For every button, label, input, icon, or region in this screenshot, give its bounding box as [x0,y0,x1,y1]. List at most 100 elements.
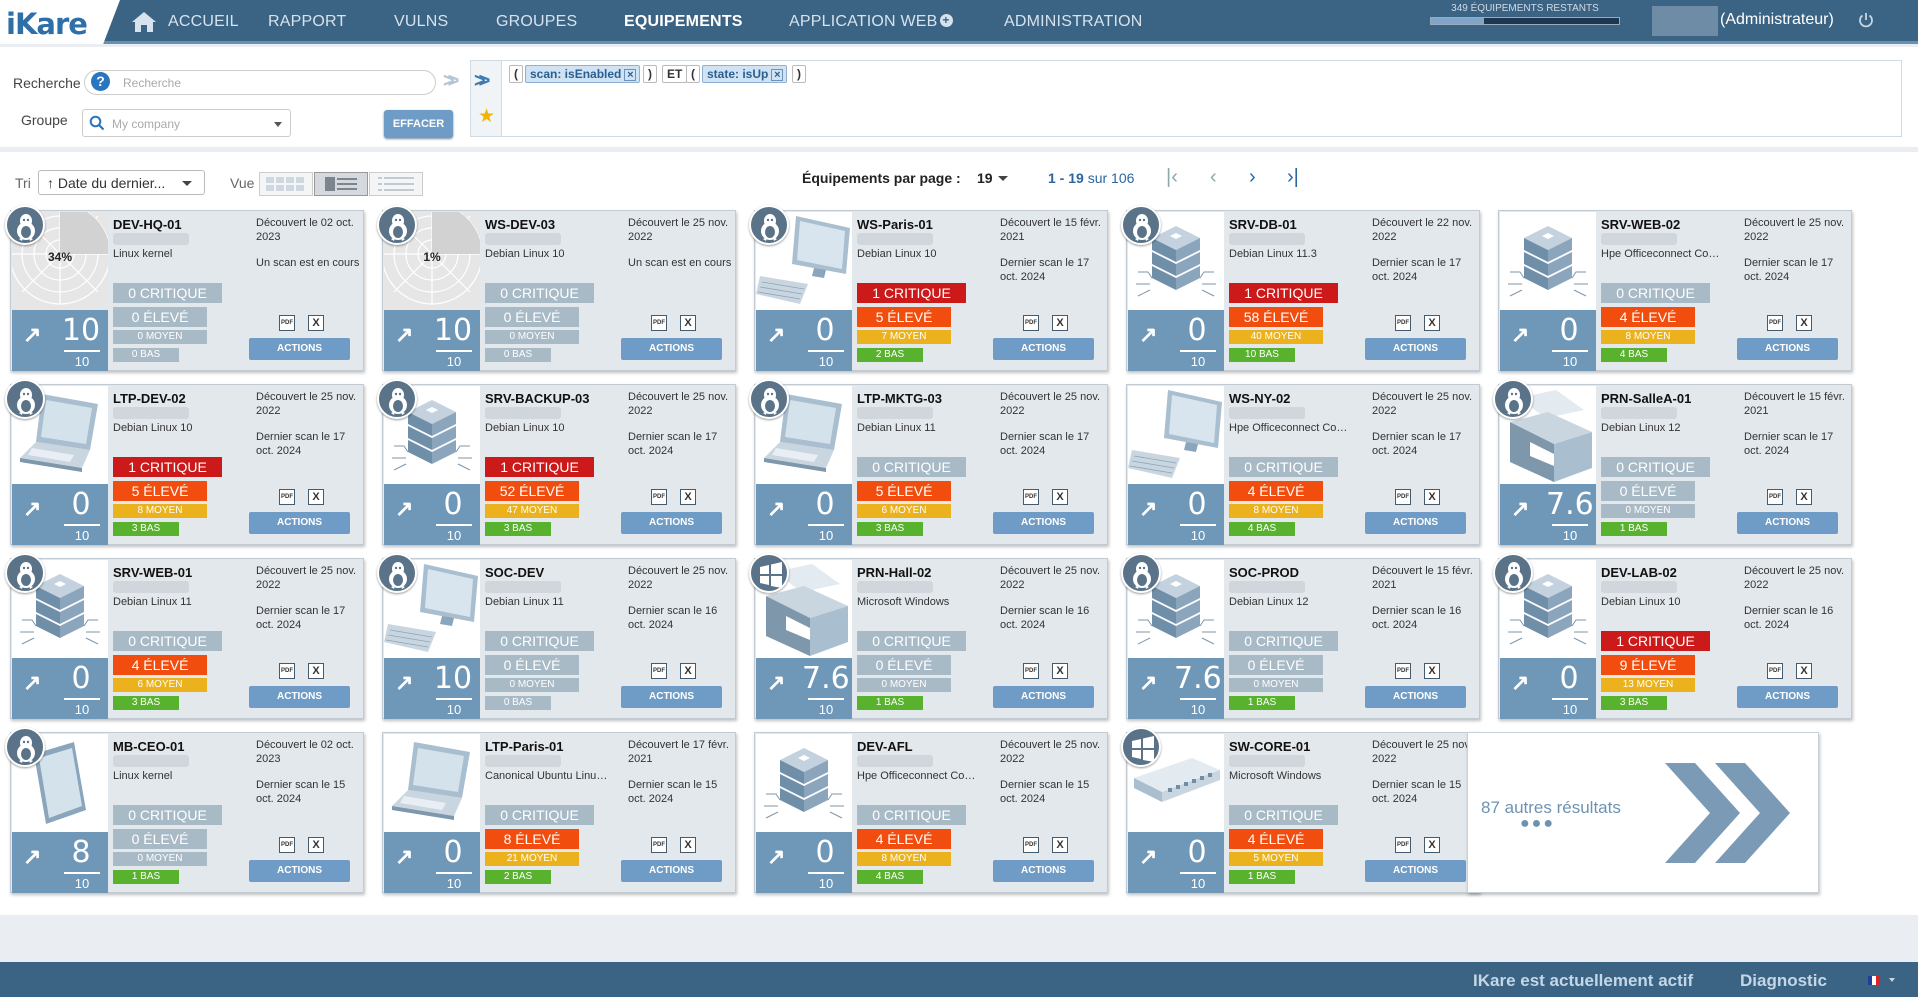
pdf-export-icon[interactable]: PDF [1395,663,1411,679]
medium-count-badge[interactable]: 40 MOYEN [1229,330,1323,344]
pdf-export-icon[interactable]: PDF [1023,489,1039,505]
high-count-badge[interactable]: 4 ÉLEVÉ [1229,481,1323,501]
high-count-badge[interactable]: 5 ÉLEVÉ [113,481,207,501]
low-count-badge[interactable]: 2 BAS [857,348,923,362]
query-chip-scan[interactable]: scan: isEnabled × [525,65,641,83]
equipment-card[interactable]: ↗ 0 10 SRV-WEB-02 Hpe Officeconnect Com.… [1498,210,1852,371]
actions-button[interactable]: ACTIONS [1365,686,1466,708]
actions-button[interactable]: ACTIONS [1737,512,1838,534]
excel-export-icon[interactable]: X [308,315,324,331]
excel-export-icon[interactable]: X [1052,837,1068,853]
excel-export-icon[interactable]: X [1796,315,1812,331]
pdf-export-icon[interactable]: PDF [279,837,295,853]
equipment-card[interactable]: 1% ↗ 10 10 WS-DEV-03 Debian Linux 10 Déc… [377,205,736,371]
equipment-card[interactable]: ↗ 7.6 10 PRN-Hall-02 Microsoft Windows D… [749,553,1108,719]
device-name[interactable]: SRV-WEB-01 [113,565,193,580]
medium-count-badge[interactable]: 8 MOYEN [1229,504,1323,518]
double-chevron-right-icon[interactable]: >> [443,70,460,92]
equipment-card[interactable]: ↗ 7.6 10 SOC-PROD Debian Linux 12 Découv… [1121,553,1480,719]
pdf-export-icon[interactable]: PDF [1395,315,1411,331]
high-count-badge[interactable]: 5 ÉLEVÉ [857,307,951,327]
low-count-badge[interactable]: 0 BAS [485,696,551,710]
search-input[interactable] [84,70,436,95]
critical-count-badge[interactable]: 1 CRITIQUE [113,457,222,477]
pdf-export-icon[interactable]: PDF [651,663,667,679]
high-count-badge[interactable]: 0 ÉLEVÉ [113,829,207,849]
nav-groupes[interactable]: GROUPES [496,13,578,30]
equipment-card[interactable]: ↗ 0 10 SRV-BACKUP-03 Debian Linux 10 Déc… [377,379,736,545]
query-chip-state[interactable]: state: isUp × [702,65,788,83]
equipment-card[interactable]: ↗ 7.6 10 PRN-SalleA-01 Debian Linux 12 D… [1493,379,1852,545]
excel-export-icon[interactable]: X [308,837,324,853]
power-icon[interactable] [1858,12,1874,28]
device-name[interactable]: DEV-LAB-02 [1601,565,1677,580]
medium-count-badge[interactable]: 0 MOYEN [485,330,579,344]
actions-button[interactable]: ACTIONS [249,512,350,534]
actions-button[interactable]: ACTIONS [249,686,350,708]
pdf-export-icon[interactable]: PDF [651,837,667,853]
medium-count-badge[interactable]: 21 MOYEN [485,852,579,866]
excel-export-icon[interactable]: X [1052,315,1068,331]
device-name[interactable]: SRV-BACKUP-03 [485,391,590,406]
low-count-badge[interactable]: 1 BAS [1229,696,1295,710]
actions-button[interactable]: ACTIONS [993,338,1094,360]
critical-count-badge[interactable]: 0 CRITIQUE [1229,805,1338,825]
help-icon[interactable]: ? [91,72,110,91]
actions-button[interactable]: ACTIONS [993,860,1094,882]
score-box[interactable]: ↗ 7.6 10 [1500,484,1596,545]
equipment-card[interactable]: ↗ 0 10 LTP-DEV-02 Debian Linux 10 Découv… [5,379,364,545]
pdf-export-icon[interactable]: PDF [1395,489,1411,505]
low-count-badge[interactable]: 3 BAS [485,522,551,536]
low-count-badge[interactable]: 4 BAS [1601,348,1667,362]
low-count-badge[interactable]: 4 BAS [857,870,923,884]
score-box[interactable]: ↗ 8 10 [12,832,108,893]
medium-count-badge[interactable]: 6 MOYEN [857,504,951,518]
low-count-badge[interactable]: 1 BAS [1601,522,1667,536]
actions-button[interactable]: ACTIONS [249,860,350,882]
low-count-badge[interactable]: 3 BAS [857,522,923,536]
medium-count-badge[interactable]: 0 MOYEN [1601,504,1695,518]
nav-administration[interactable]: ADMINISTRATION [1004,13,1143,30]
previous-page-icon[interactable]: ‹ [1210,166,1217,188]
equipment-card[interactable]: ↗ 0 10 WS-Paris-01 Debian Linux 10 Décou… [749,205,1108,371]
excel-export-icon[interactable]: X [680,663,696,679]
low-count-badge[interactable]: 0 BAS [485,348,551,362]
excel-export-icon[interactable]: X [1796,489,1812,505]
group-select[interactable]: My company [82,109,291,137]
medium-count-badge[interactable]: 0 MOYEN [485,678,579,692]
query-operator[interactable]: ET [662,65,688,83]
excel-export-icon[interactable]: X [680,489,696,505]
critical-count-badge[interactable]: 0 CRITIQUE [113,283,222,303]
pdf-export-icon[interactable]: PDF [651,489,667,505]
critical-count-badge[interactable]: 0 CRITIQUE [485,631,594,651]
equipment-card[interactable]: ↗ 8 10 MB-CEO-01 Linux kernel Découvert … [5,727,364,893]
pdf-export-icon[interactable]: PDF [1023,315,1039,331]
device-name[interactable]: DEV-HQ-01 [113,217,182,232]
actions-button[interactable]: ACTIONS [1365,512,1466,534]
last-page-icon[interactable]: ›| [1287,166,1299,188]
medium-count-badge[interactable]: 47 MOYEN [485,504,579,518]
equipment-card[interactable]: ↗ 0 10 SW-CORE-01 Microsoft Windows Déco… [1121,727,1480,893]
high-count-badge[interactable]: 52 ÉLEVÉ [485,481,579,501]
critical-count-badge[interactable]: 1 CRITIQUE [1229,283,1338,303]
excel-export-icon[interactable]: X [1052,663,1068,679]
pdf-export-icon[interactable]: PDF [1023,837,1039,853]
nav-rapport[interactable]: RAPPORT [268,13,347,30]
critical-count-badge[interactable]: 0 CRITIQUE [1229,457,1338,477]
medium-count-badge[interactable]: 5 MOYEN [1229,852,1323,866]
query-close-paren-2[interactable]: ) [792,65,806,83]
excel-export-icon[interactable]: X [1424,315,1440,331]
actions-button[interactable]: ACTIONS [621,512,722,534]
excel-export-icon[interactable]: X [1424,663,1440,679]
sort-select[interactable]: ↑ Date du dernier... [38,170,205,195]
excel-export-icon[interactable]: X [680,837,696,853]
score-box[interactable]: ↗ 0 10 [756,310,852,371]
high-count-badge[interactable]: 8 ÉLEVÉ [485,829,579,849]
score-box[interactable]: ↗ 7.6 10 [1128,658,1224,719]
equipment-card[interactable]: ↗ 0 10 SRV-DB-01 Debian Linux 11.3 Décou… [1121,205,1480,371]
device-laptop-image[interactable] [384,734,480,832]
equipment-card[interactable]: ↗ 0 10 WS-NY-02 Hpe Officeconnect Com...… [1126,384,1480,545]
score-box[interactable]: ↗ 0 10 [1128,484,1224,545]
pdf-export-icon[interactable]: PDF [1767,663,1783,679]
medium-count-badge[interactable]: 0 MOYEN [113,330,207,344]
